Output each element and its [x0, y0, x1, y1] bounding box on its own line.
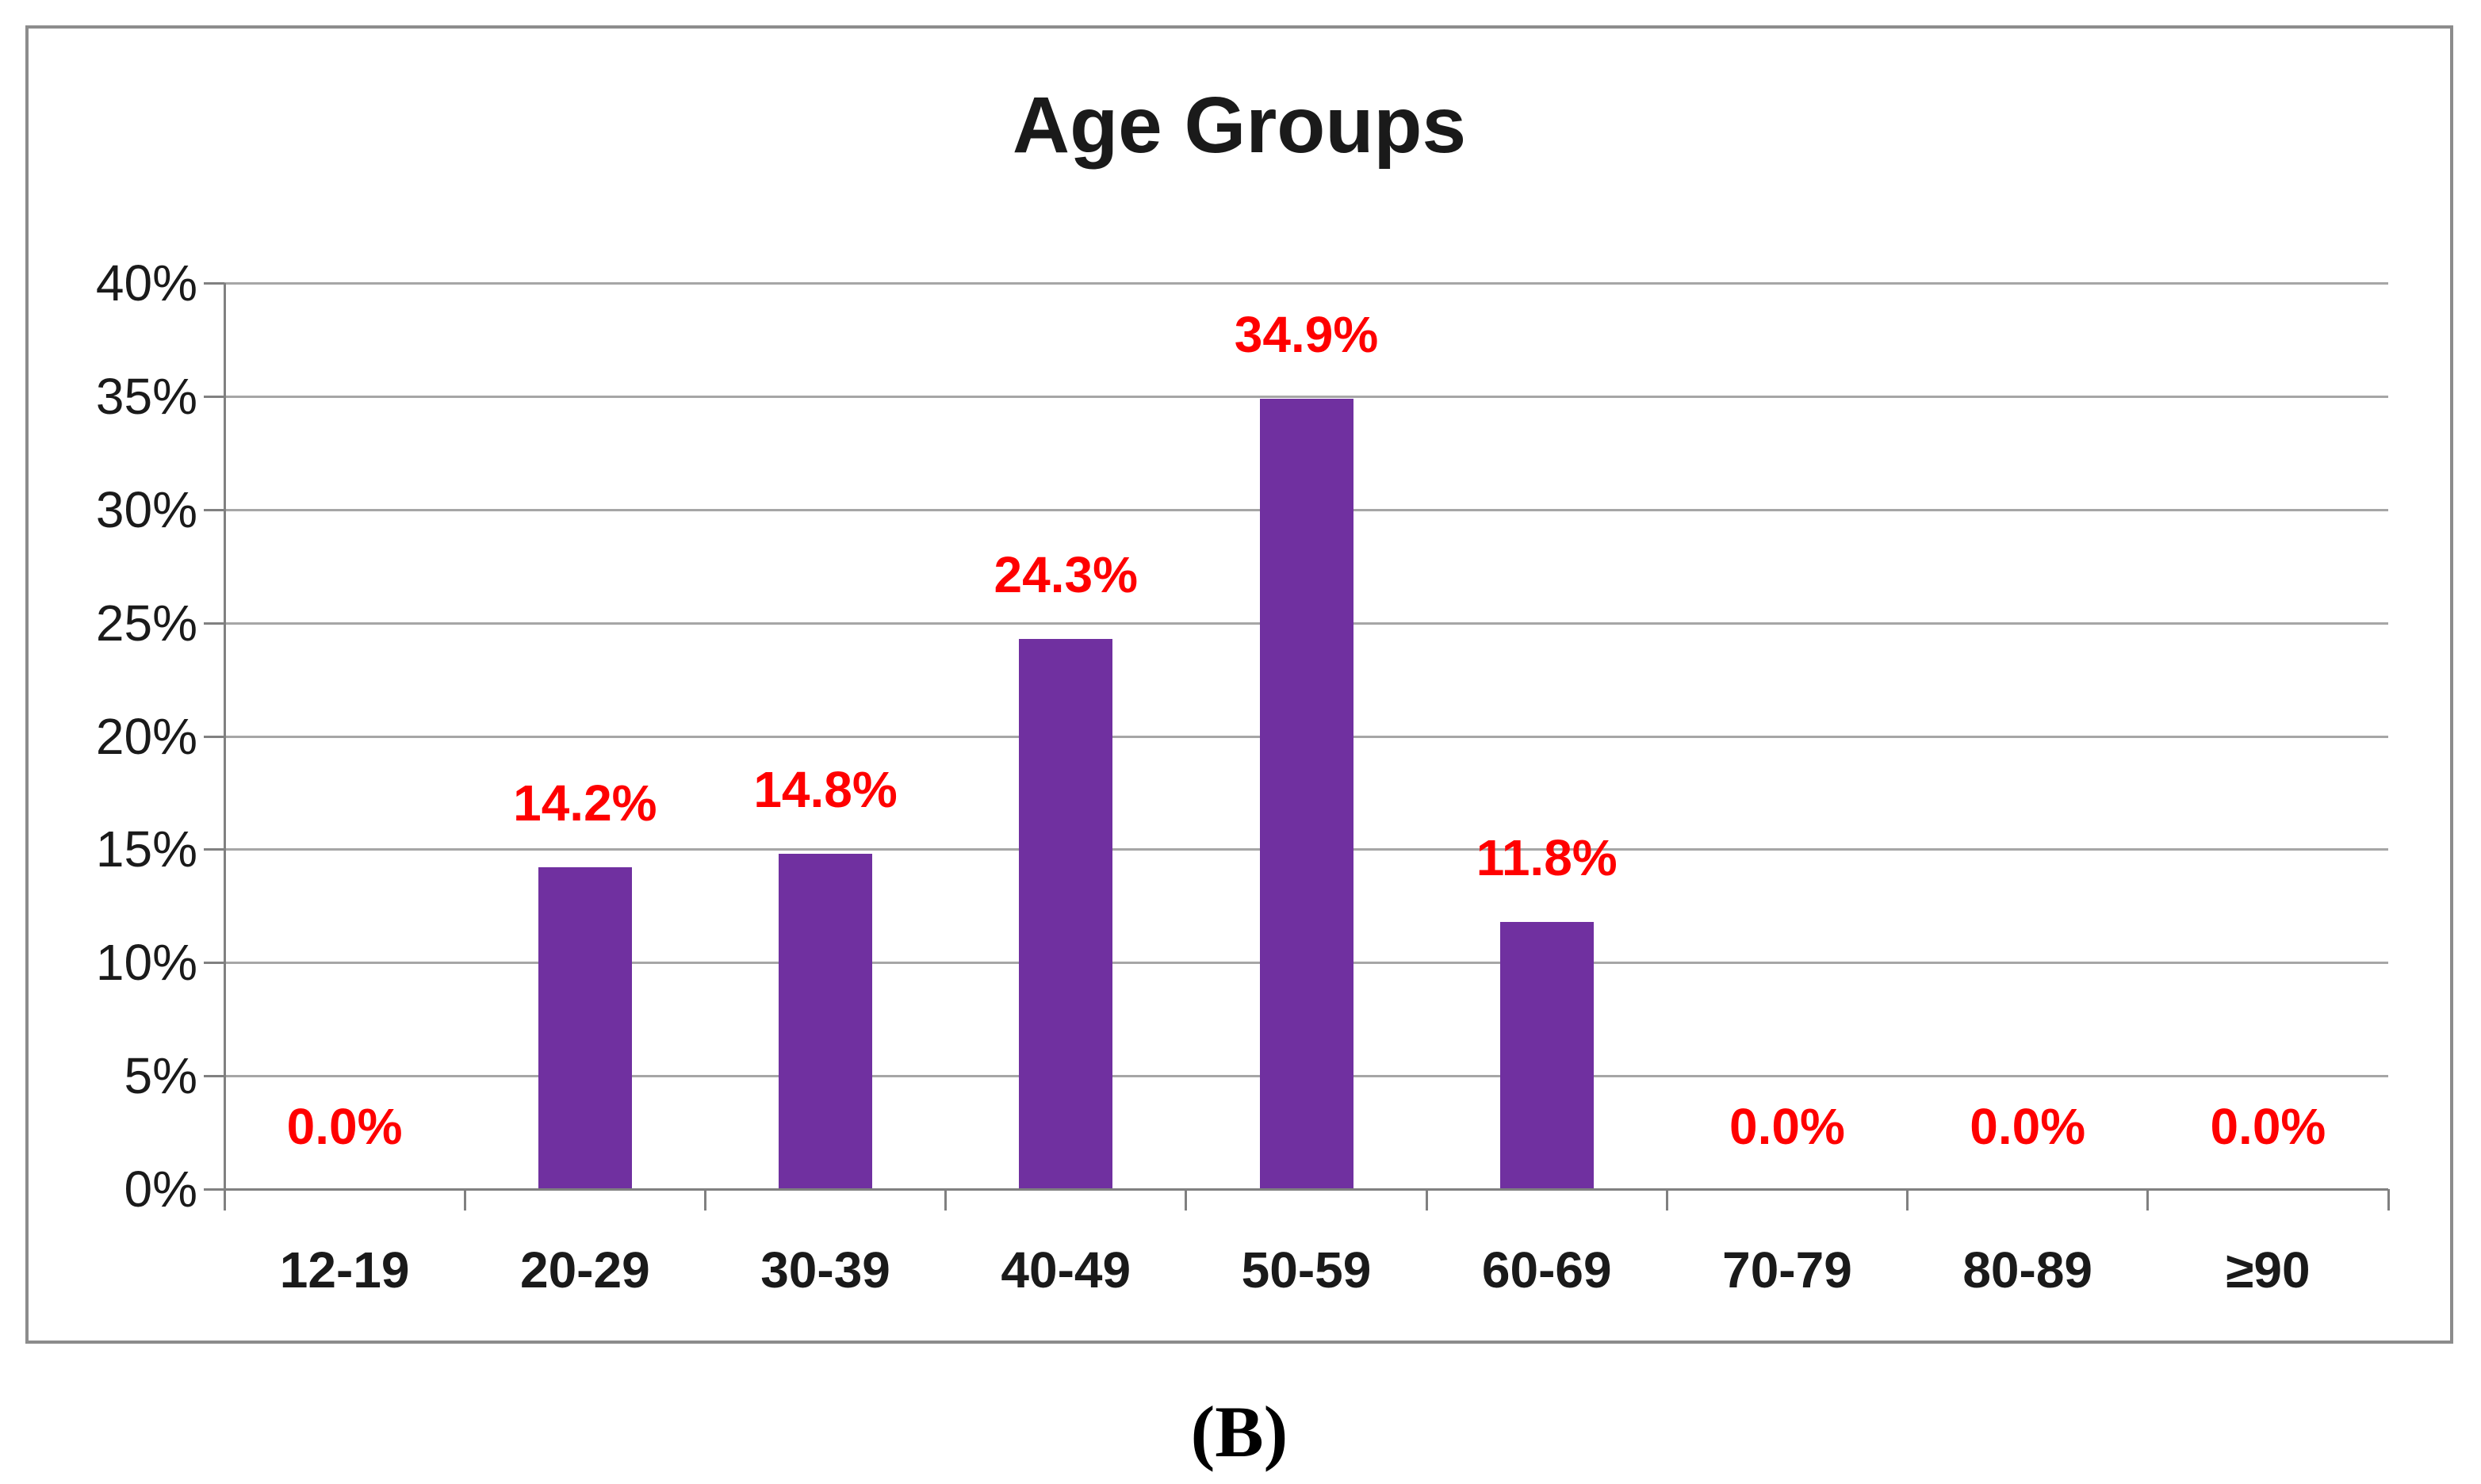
bar-value-label: 0.0% [2210, 1098, 2326, 1155]
x-tick-label: 70-79 [1722, 1241, 1852, 1298]
bar [1259, 398, 1353, 1189]
bar [1019, 638, 1113, 1189]
x-tick [2387, 1189, 2390, 1211]
x-tick-label: 40-49 [1001, 1241, 1131, 1298]
y-tick [204, 1075, 224, 1078]
y-tick-label: 30% [95, 480, 197, 538]
gridline [224, 282, 2388, 285]
x-tick [463, 1189, 466, 1211]
x-tick-label: ≥90 [2226, 1241, 2311, 1298]
x-tick-label: 20-29 [519, 1241, 650, 1298]
bar-value-label: 14.2% [513, 775, 657, 832]
y-tick-label: 0% [124, 1161, 198, 1218]
x-tick [2146, 1189, 2150, 1211]
x-tick [1425, 1189, 1428, 1211]
y-tick-label: 35% [95, 367, 197, 425]
y-tick [204, 622, 224, 625]
y-tick-label: 25% [95, 594, 197, 652]
bar-value-label: 0.0% [1729, 1098, 1845, 1155]
y-tick [204, 848, 224, 851]
y-axis-line [224, 283, 226, 1211]
x-tick [944, 1189, 948, 1211]
x-tick [703, 1189, 706, 1211]
y-tick-label: 10% [95, 934, 197, 992]
y-tick [204, 282, 224, 285]
x-tick-label: 12-19 [279, 1241, 410, 1298]
y-tick-label: 15% [95, 820, 197, 878]
chart-title: Age Groups [1012, 81, 1467, 170]
bar [1499, 921, 1594, 1189]
x-tick-label: 30-39 [760, 1241, 890, 1298]
bar [779, 854, 873, 1189]
bar [538, 867, 632, 1189]
x-axis-line [224, 1188, 2388, 1191]
bar-value-label: 0.0% [1970, 1098, 2086, 1155]
y-tick-label: 5% [124, 1047, 198, 1105]
bar-value-label: 34.9% [1234, 305, 1379, 363]
x-tick-label: 60-69 [1481, 1241, 1612, 1298]
chart-frame [25, 25, 2453, 1344]
gridline [224, 395, 2388, 398]
x-tick-label: 80-89 [1962, 1241, 2092, 1298]
y-tick-label: 20% [95, 707, 197, 765]
y-tick [204, 508, 224, 511]
x-tick [1185, 1189, 1188, 1211]
figure-caption: (B) [1190, 1391, 1288, 1472]
x-tick-label: 50-59 [1241, 1241, 1372, 1298]
x-tick [223, 1189, 226, 1211]
x-tick [1906, 1189, 1909, 1211]
y-tick [204, 1188, 224, 1191]
bar-value-label: 24.3% [994, 545, 1138, 603]
y-tick [204, 962, 224, 965]
y-tick [204, 395, 224, 398]
y-tick-label: 40% [95, 254, 197, 312]
bar-value-label: 11.8% [1476, 828, 1618, 886]
bar-value-label: 0.0% [286, 1098, 403, 1155]
x-tick [1665, 1189, 1668, 1211]
y-tick [204, 735, 224, 738]
bar-value-label: 14.8% [753, 761, 898, 819]
